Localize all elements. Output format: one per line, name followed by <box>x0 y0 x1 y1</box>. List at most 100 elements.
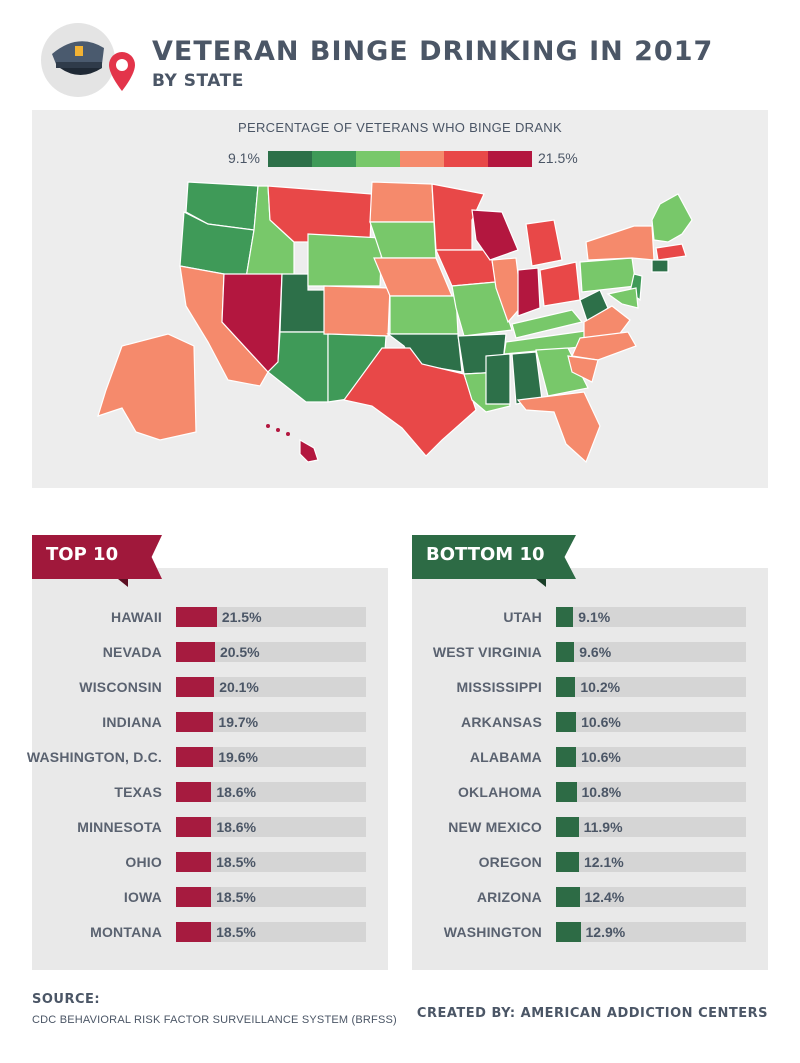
state-kentucky <box>511 309 584 339</box>
bar <box>176 607 217 627</box>
bar-category-label: ARIZONA <box>476 889 542 905</box>
bar-value-label: 20.1% <box>219 679 259 695</box>
bar-value-label: 18.5% <box>216 854 256 870</box>
bar-track <box>176 782 366 802</box>
bar-track <box>556 677 746 697</box>
state-maryland <box>606 287 639 309</box>
state-new-england <box>651 193 693 243</box>
bar-row: OHIO 18.5% <box>32 851 388 873</box>
bar-track <box>176 607 366 627</box>
bar-category-label: ALABAMA <box>469 749 542 765</box>
top-10-panel: HAWAII 21.5% NEVADA 20.5% WISCONSIN 20.1% INDI… <box>27 568 388 970</box>
bar-row: MINNESOTA 18.6% <box>32 816 388 838</box>
state-massachusetts <box>655 243 687 261</box>
page-subtitle: BY STATE <box>152 71 244 91</box>
bar-category-label: WASHINGTON, D.C. <box>26 749 162 765</box>
bar <box>176 747 214 767</box>
bar-value-label: 19.7% <box>218 714 259 730</box>
bar-row: TEXAS 18.6% <box>32 781 388 803</box>
bar-category-label: WISCONSIN <box>79 679 162 695</box>
veteran-cap-location-pin-icon <box>41 23 135 97</box>
bar-track <box>556 747 746 767</box>
bar <box>556 712 577 732</box>
bar-track <box>556 887 746 907</box>
map-panel: PERCENTAGE OF VETERANS WHO BINGE DRANK 9… <box>32 110 768 488</box>
bar-track <box>176 677 366 697</box>
bar-value-label: 20.5% <box>219 644 260 660</box>
bar-row: NEW MEXICO 11.9% <box>412 816 768 838</box>
bar <box>176 782 212 802</box>
bar-row: MONTANA 18.5% <box>32 921 388 943</box>
state-alabama <box>511 351 543 405</box>
bar-track <box>176 712 366 732</box>
bar-category-label: OHIO <box>125 854 162 870</box>
bar-category-label: NEW MEXICO <box>448 819 542 835</box>
state-north-dakota <box>369 181 435 223</box>
bar-value-label: 10.8% <box>581 784 622 800</box>
bar <box>556 642 575 662</box>
bar <box>176 852 212 872</box>
bar <box>176 817 212 837</box>
state-michigan <box>525 219 563 267</box>
bar-category-label: OREGON <box>478 854 542 870</box>
state-minnesota <box>431 183 485 251</box>
bar-row: NEVADA 20.5% <box>32 641 388 663</box>
bar-row: ARKANSAS 10.6% <box>412 711 768 733</box>
bar <box>556 922 581 942</box>
bar-track <box>556 922 746 942</box>
bar-track <box>556 642 746 662</box>
legend-swatch <box>268 151 312 167</box>
state-virginia <box>583 305 631 339</box>
bar-row: INDIANA 19.7% <box>32 711 388 733</box>
bar-category-label: WASHINGTON <box>443 924 542 940</box>
bar-category-label: HAWAII <box>111 609 162 625</box>
bar-category-label: UTAH <box>503 609 542 625</box>
state-new-york <box>585 225 655 261</box>
bar-value-label: 18.5% <box>216 924 256 940</box>
source-heading: SOURCE: <box>32 992 101 1007</box>
bar-track <box>176 922 366 942</box>
bar <box>176 887 212 907</box>
bar-track <box>176 817 366 837</box>
bar-value-label: 11.9% <box>583 819 623 835</box>
state-missouri <box>451 281 513 337</box>
bottom-10-panel: UTAH 9.1% WEST VIRGINIA 9.6% MISSISSIPPI 10.2… <box>412 568 768 970</box>
state-wyoming <box>307 233 383 287</box>
bar-value-label: 12.1% <box>583 854 624 870</box>
bar <box>556 782 577 802</box>
bar <box>176 677 215 697</box>
state-ohio <box>539 261 581 307</box>
bar-category-label: IOWA <box>123 889 162 905</box>
bar-value-label: 12.9% <box>585 924 626 940</box>
state-kansas <box>389 295 459 335</box>
page-title: VETERAN BINGE DRINKING IN 2017 <box>152 36 714 67</box>
bar-track <box>556 782 746 802</box>
bar <box>176 642 215 662</box>
bar-category-label: ARKANSAS <box>461 714 542 730</box>
state-hawaii <box>299 438 319 463</box>
bar-track <box>176 642 366 662</box>
state-connecticut <box>651 259 669 273</box>
state-florida <box>516 391 601 464</box>
bar-row: UTAH 9.1% <box>412 606 768 628</box>
bar-row: IOWA 18.5% <box>32 886 388 908</box>
bar-row: WISCONSIN 20.1% <box>32 676 388 698</box>
bar-row: HAWAII 21.5% <box>32 606 388 628</box>
bar <box>556 852 579 872</box>
bar-track <box>556 817 746 837</box>
legend-swatch <box>356 151 400 167</box>
legend-swatch <box>444 151 488 167</box>
state-georgia <box>535 347 589 397</box>
bar-row: ARIZONA 12.4% <box>412 886 768 908</box>
bar-track <box>556 852 746 872</box>
ribbon-fold <box>118 579 128 587</box>
state-indiana <box>517 267 541 317</box>
bar <box>556 887 580 907</box>
legend-min-label: 9.1% <box>228 150 260 166</box>
legend-max-label: 21.5% <box>538 150 578 166</box>
bar-category-label: MONTANA <box>90 924 162 940</box>
state-pennsylvania <box>579 257 637 293</box>
bar <box>176 712 214 732</box>
bar-value-label: 9.6% <box>579 644 612 660</box>
us-state-map <box>97 181 693 464</box>
